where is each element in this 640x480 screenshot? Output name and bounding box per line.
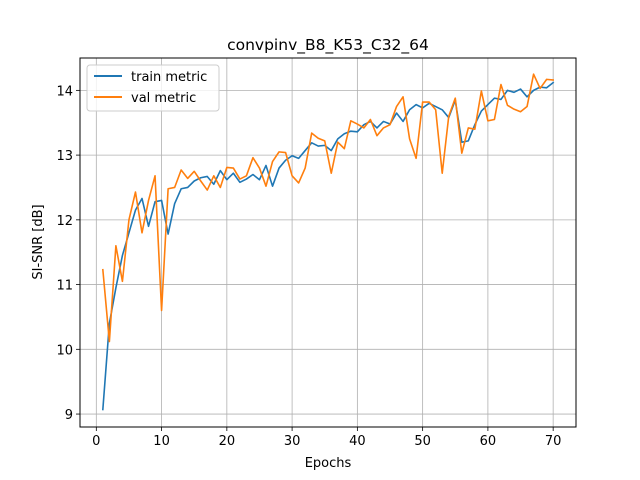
ticks: 0 10 20 30 40 50 60 70 9 10 11 12 13 14 — [56, 84, 561, 449]
y-tick-label: 14 — [56, 84, 73, 99]
y-axis-label: SI-SNR [dB] — [31, 204, 46, 279]
x-tick-label: 10 — [153, 434, 170, 449]
y-tick-label: 12 — [56, 214, 73, 229]
y-tick-label: 11 — [56, 279, 73, 294]
x-tick-label: 60 — [480, 434, 497, 449]
x-tick-label: 30 — [284, 434, 301, 449]
x-tick-label: 20 — [219, 434, 236, 449]
chart-title: convpinv_B8_K53_C32_64 — [227, 36, 429, 55]
legend: train metric val metric — [86, 64, 220, 112]
series-layer — [101, 73, 555, 411]
x-tick-label: 0 — [92, 434, 100, 449]
x-tick-label: 40 — [349, 434, 366, 449]
x-tick-label: 70 — [545, 434, 562, 449]
y-tick-label: 13 — [56, 149, 73, 164]
plot-frame — [79, 57, 577, 428]
series-line-train-metric — [101, 81, 555, 411]
legend-label-val-metric: val metric — [131, 91, 196, 106]
y-tick-label: 9 — [65, 408, 73, 423]
grid — [80, 58, 576, 427]
x-tick-label: 50 — [414, 434, 431, 449]
legend-label-train-metric: train metric — [131, 70, 207, 85]
y-tick-label: 10 — [56, 343, 73, 358]
series-line-val-metric — [101, 73, 555, 343]
x-axis-label: Epochs — [305, 456, 352, 471]
